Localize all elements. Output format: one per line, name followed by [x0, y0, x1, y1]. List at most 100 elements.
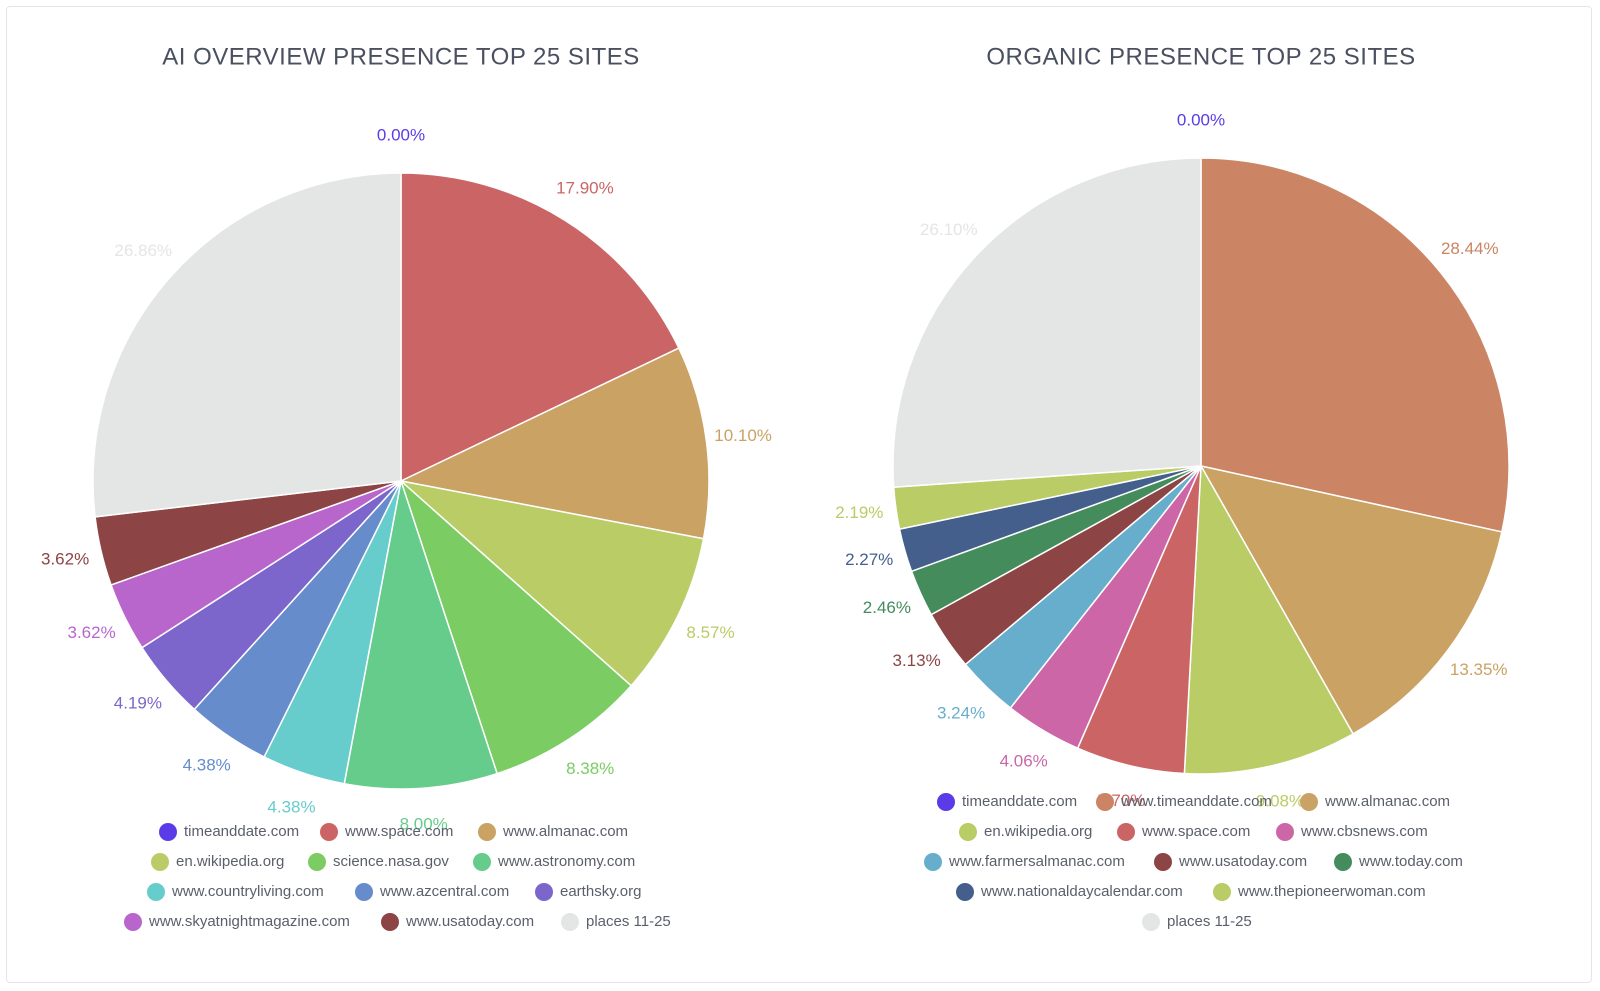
legend-label: www.usatoday.com	[1178, 853, 1307, 870]
legend-swatch	[959, 823, 977, 841]
slice-label: 4.19%	[114, 694, 162, 713]
pie-slices	[92, 172, 710, 790]
legend-swatch	[1117, 823, 1135, 841]
legend-label: places 11-25	[586, 913, 671, 930]
legend-item[interactable]: earthsky.org	[535, 883, 641, 901]
legend-item[interactable]: en.wikipedia.org	[959, 823, 1092, 841]
legend-item[interactable]: www.azcentral.com	[355, 883, 509, 901]
legend-swatch	[1300, 793, 1318, 811]
slice-label: 2.27%	[845, 550, 893, 569]
slice-label: 4.38%	[267, 798, 315, 817]
slice-label: 10.10%	[714, 426, 772, 445]
legend-swatch	[535, 883, 553, 901]
slice-label: 3.62%	[67, 623, 115, 642]
pie-slices	[892, 157, 1510, 775]
legend-label: timeanddate.com	[184, 823, 299, 840]
legend-label: www.space.com	[344, 823, 453, 840]
legend-item[interactable]: science.nasa.gov	[308, 853, 449, 871]
legend-item[interactable]: www.thepioneerwoman.com	[1213, 883, 1426, 901]
legend-swatch	[937, 793, 955, 811]
slice-label: 0.00%	[1177, 110, 1225, 129]
slice-label: 17.90%	[556, 179, 614, 198]
legend-label: www.space.com	[1141, 823, 1250, 840]
legend-label: en.wikipedia.org	[176, 853, 284, 870]
pie-slice[interactable]	[92, 172, 402, 518]
legend: timeanddate.com www.space.com www.almanac.…	[124, 823, 671, 931]
legend-label: science.nasa.gov	[333, 853, 449, 870]
slice-label: 4.38%	[183, 756, 231, 775]
slice-label: 3.62%	[41, 549, 89, 568]
legend-label: timeanddate.com	[962, 793, 1077, 810]
legend-swatch	[381, 913, 399, 931]
legend-swatch	[147, 883, 165, 901]
slice-label: 26.10%	[920, 220, 978, 239]
legend-item[interactable]: www.almanac.com	[1300, 793, 1450, 811]
pie-slice[interactable]	[1183, 463, 1355, 775]
legend-swatch	[561, 913, 579, 931]
legend-swatch	[1142, 913, 1160, 931]
slice-labels: 0.00%28.44%13.35%9.08%5.70%4.06%3.24%3.1…	[835, 110, 1507, 810]
legend-item[interactable]: timeanddate.com	[937, 793, 1077, 811]
pie-slice[interactable]	[1200, 157, 1510, 533]
legend-swatch	[473, 853, 491, 871]
legend-item[interactable]: www.cbsnews.com	[1276, 823, 1428, 841]
legend-item[interactable]: www.countryliving.com	[147, 883, 324, 901]
legend-swatch	[151, 853, 169, 871]
chart-title: ORGANIC PRESENCE TOP 25 SITES	[986, 43, 1415, 70]
legend-label: www.almanac.com	[1324, 793, 1450, 810]
legend-item[interactable]: www.nationaldaycalendar.com	[956, 883, 1183, 901]
legend-item[interactable]: en.wikipedia.org	[151, 853, 284, 871]
slice-label: 0.00%	[377, 125, 425, 144]
legend-item[interactable]: www.farmersalmanac.com	[924, 853, 1125, 871]
legend-item[interactable]: www.almanac.com	[478, 823, 628, 841]
pie-slice[interactable]	[398, 347, 710, 540]
slice-label: 2.19%	[835, 503, 883, 522]
legend-item[interactable]: www.today.com	[1334, 853, 1463, 871]
slice-label: 28.44%	[1441, 239, 1499, 258]
legend-label: www.timeanddate.com	[1120, 793, 1272, 810]
pie-chart-2: ORGANIC PRESENCE TOP 25 SITES 0.00% 28.44%…	[835, 43, 1510, 931]
pie-slice[interactable]	[400, 172, 680, 483]
legend-item[interactable]: www.space.com	[1117, 823, 1250, 841]
legend-swatch	[478, 823, 496, 841]
legend: timeanddate.com www.timeanddate.com www.al…	[924, 793, 1463, 931]
legend-swatch	[1096, 793, 1114, 811]
legend-item[interactable]: www.timeanddate.com	[1096, 793, 1272, 811]
legend-swatch	[924, 853, 942, 871]
legend-label: www.countryliving.com	[171, 883, 324, 900]
legend-item[interactable]: places 11-25	[561, 913, 671, 931]
legend-label: www.skyatnightmagazine.com	[148, 913, 350, 930]
pie-slice[interactable]	[343, 480, 499, 790]
legend-label: places 11-25	[1167, 913, 1252, 930]
slice-label: 2.46%	[863, 598, 911, 617]
legend-swatch	[308, 853, 326, 871]
pie-slice[interactable]	[1199, 464, 1503, 735]
legend-item[interactable]: timeanddate.com	[159, 823, 299, 841]
slice-labels: 0.00% 17.90% 10.10% 8.57% 8.38% 8.00% 4.38% 4.3…	[41, 125, 772, 833]
legend-label: www.cbsnews.com	[1300, 823, 1428, 840]
slice-label: 13.35%	[1450, 660, 1508, 679]
legend-label: www.almanac.com	[502, 823, 628, 840]
legend-item[interactable]: places 11-25	[1142, 913, 1252, 931]
pie-slice[interactable]	[892, 157, 1202, 488]
legend-swatch	[1276, 823, 1294, 841]
legend-item[interactable]: www.skyatnightmagazine.com	[124, 913, 350, 931]
legend-swatch	[1213, 883, 1231, 901]
legend-item[interactable]: www.astronomy.com	[473, 853, 635, 871]
legend-swatch	[1154, 853, 1172, 871]
legend-item[interactable]: www.usatoday.com	[381, 913, 534, 931]
slice-label: 9.08%	[1256, 791, 1304, 810]
legend-label: www.usatoday.com	[405, 913, 534, 930]
slice-label: 4.06%	[1000, 751, 1048, 770]
legend-item[interactable]: www.space.com	[320, 823, 453, 841]
pie-chart-1: AI OVERVIEW PRESENCE TOP 25 SITES 0.00% 17…	[41, 43, 772, 931]
slice-label: 8.00%	[400, 815, 448, 834]
pie-slice[interactable]	[399, 478, 633, 775]
pie-slice[interactable]	[398, 479, 705, 687]
legend-label: www.farmersalmanac.com	[948, 853, 1125, 870]
legend-item[interactable]: www.usatoday.com	[1154, 853, 1307, 871]
legend-swatch	[956, 883, 974, 901]
legend-swatch	[355, 883, 373, 901]
legend-label: www.azcentral.com	[379, 883, 509, 900]
